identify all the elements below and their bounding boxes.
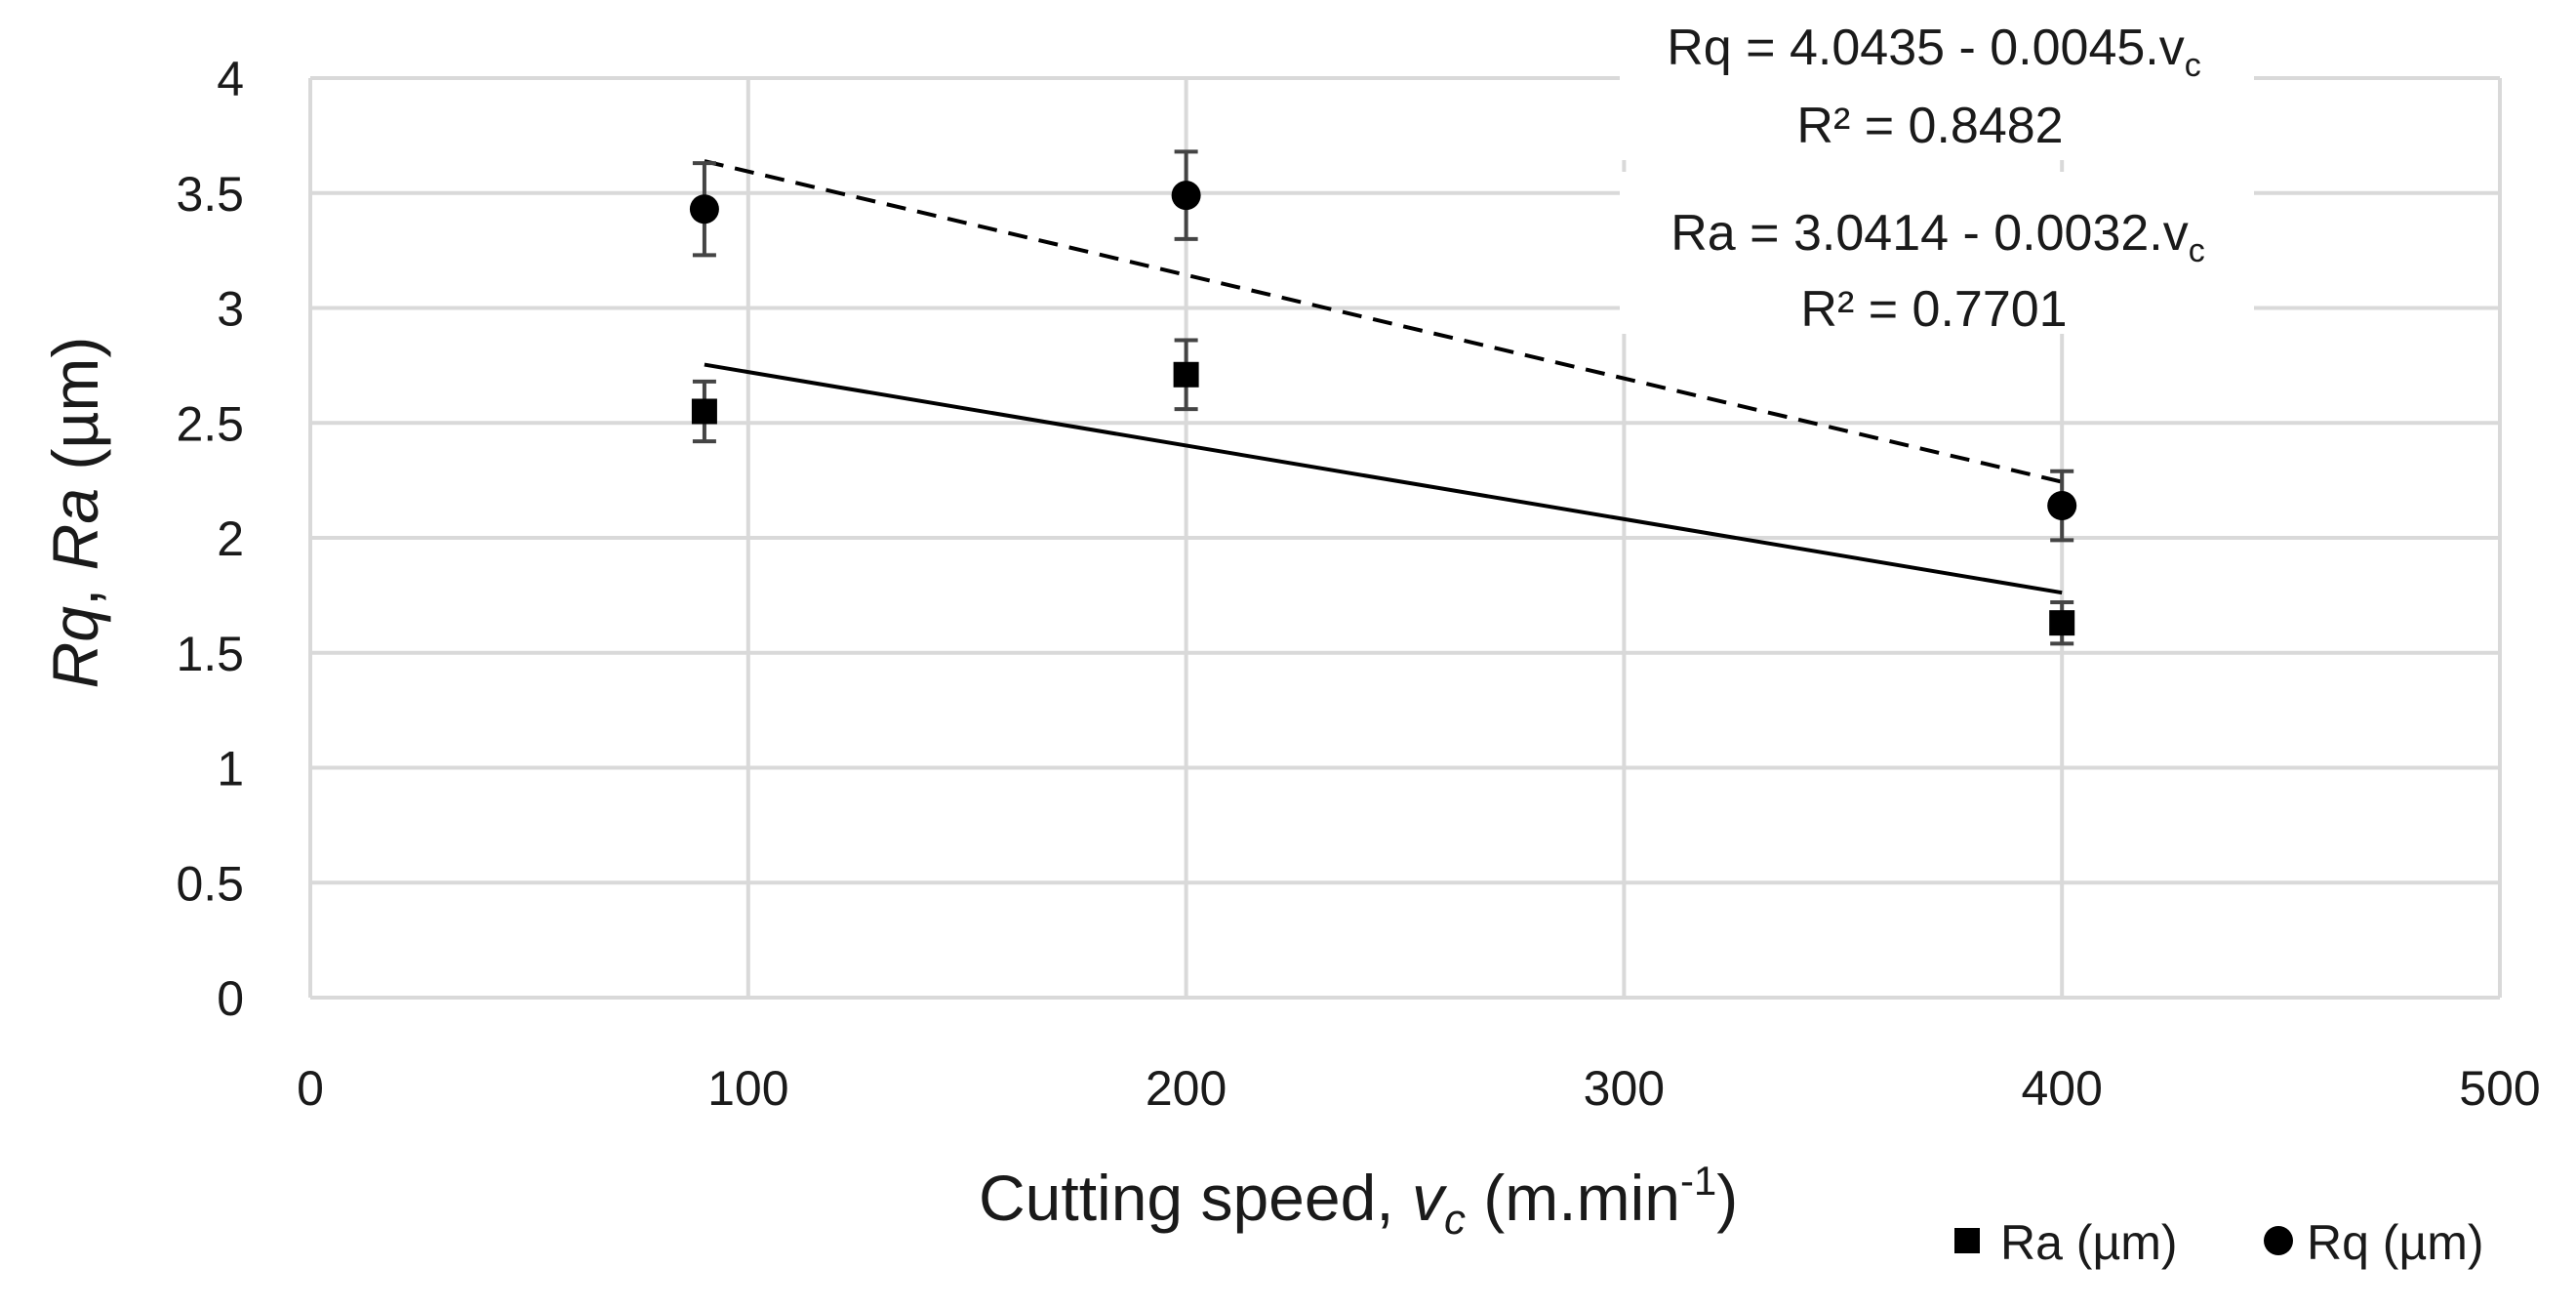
y-tick-label: 0.5 <box>176 856 244 911</box>
data-point-ra <box>1173 361 1199 388</box>
data-point-ra <box>691 398 717 425</box>
data-point-rq <box>1171 181 1201 211</box>
x-tick-label: 200 <box>1146 1061 1227 1116</box>
x-tick-label: 0 <box>297 1061 324 1116</box>
trendlines <box>704 159 2063 595</box>
trendline-circle <box>704 159 2063 484</box>
y-tick-label: 0 <box>217 971 244 1026</box>
annotation-rq: Rq = 4.0435 - 0.0045.vc R² = 0.8482 <box>1620 14 2254 160</box>
annotation-rq-r2: R² = 0.8482 <box>1796 98 2063 154</box>
y-tick-label: 1.5 <box>176 627 244 681</box>
legend-label-rq: Rq (µm) <box>2307 1215 2484 1270</box>
grid-lines <box>308 76 2502 1000</box>
annotation-rq-equation: Rq = 4.0435 - 0.0045.vc <box>1667 20 2201 84</box>
legend-marker-ra <box>1954 1228 1980 1253</box>
legend: Ra (µm) Rq (µm) <box>1954 1215 2484 1270</box>
x-tick-label: 500 <box>2459 1061 2540 1116</box>
data-points <box>689 181 2077 636</box>
y-tick-label: 2.5 <box>176 396 244 451</box>
y-tick-label: 3.5 <box>176 167 244 222</box>
x-tick-label: 300 <box>1584 1061 1665 1116</box>
trendline-square <box>704 362 2063 595</box>
y-tick-label: 3 <box>217 282 244 337</box>
x-tick-label: 400 <box>2021 1061 2102 1116</box>
tick-labels: 0 0.5 1 1.5 2 2.5 3 3.5 4 0 100 200 300 400 500 <box>176 52 2540 1116</box>
annotation-ra-bg <box>1620 172 2254 334</box>
annotation-ra: Ra = 3.0414 - 0.0032.vc R² = 0.7701 <box>1620 172 2254 338</box>
data-point-rq <box>689 194 719 225</box>
legend-marker-rq <box>2264 1226 2293 1255</box>
annotation-ra-equation: Ra = 3.0414 - 0.0032.vc <box>1670 205 2205 269</box>
annotation-rq-bg <box>1620 14 2254 160</box>
y-axis-title: Rq, Ra (µm) <box>39 337 111 689</box>
x-axis-title: Cutting speed, vc (m.min-1) <box>979 1158 1738 1244</box>
data-point-ra <box>2049 610 2075 636</box>
y-tick-label: 2 <box>217 511 244 566</box>
data-point-rq <box>2047 491 2077 521</box>
x-tick-label: 100 <box>707 1061 788 1116</box>
annotation-ra-r2: R² = 0.7701 <box>1800 281 2067 338</box>
legend-label-ra: Ra (µm) <box>2000 1215 2178 1270</box>
y-tick-label: 1 <box>217 742 244 797</box>
y-tick-label: 4 <box>217 52 244 106</box>
